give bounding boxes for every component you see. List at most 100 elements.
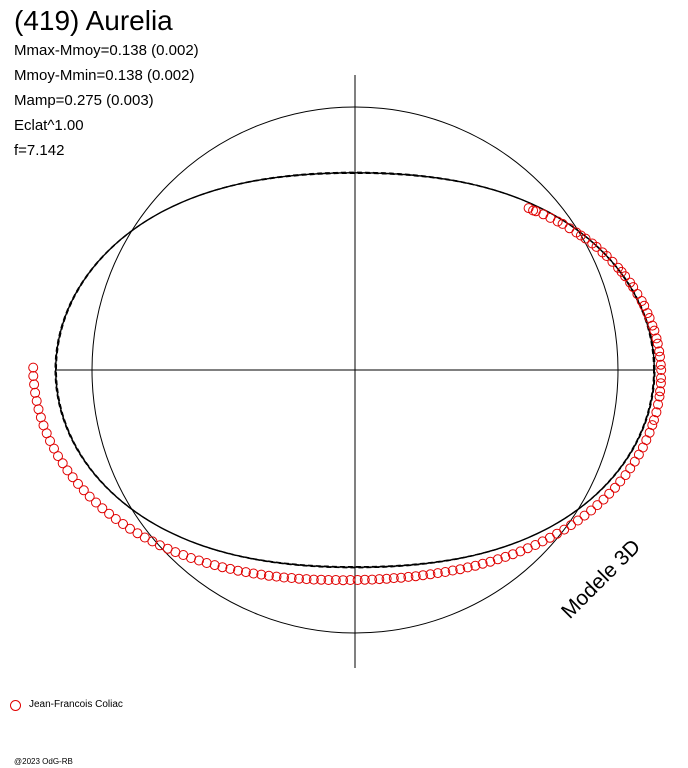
data-point-0-123 xyxy=(78,485,89,496)
data-point-0-97 xyxy=(271,571,282,582)
data-point-0-15 xyxy=(607,256,618,267)
data-point-0-84 xyxy=(367,574,378,585)
data-point-0-92 xyxy=(308,574,319,585)
data-point-0-80 xyxy=(396,572,407,583)
data-point-0-77 xyxy=(418,570,428,581)
data-point-0-115 xyxy=(132,528,143,539)
data-point-0-93 xyxy=(301,574,312,585)
data-point-0-25 xyxy=(644,313,655,323)
data-point-0-79 xyxy=(403,571,414,582)
data-point-0-119 xyxy=(104,508,115,519)
data-point-0-100 xyxy=(248,568,259,579)
data-point-0-105 xyxy=(209,560,220,571)
data-point-0-49 xyxy=(615,476,626,487)
data-point-0-75 xyxy=(432,568,443,579)
data-point-0-28 xyxy=(651,333,662,344)
data-point-0-66 xyxy=(500,551,511,562)
data-point-0-82 xyxy=(381,573,392,584)
data-point-0-135 xyxy=(31,396,42,406)
param-mmoy-mmin: Mmoy-Mmin=0.138 (0.002) xyxy=(14,67,195,84)
data-point-0-81 xyxy=(388,573,399,584)
data-point-0-50 xyxy=(610,482,620,493)
data-point-0-118 xyxy=(110,514,121,524)
data-point-0-83 xyxy=(374,574,385,585)
data-point-0-86 xyxy=(352,575,363,585)
data-point-0-137 xyxy=(29,379,40,390)
data-point-0-10 xyxy=(580,233,591,244)
data-point-0-139 xyxy=(28,362,39,373)
data-point-0-67 xyxy=(492,554,503,565)
model-curve-2 xyxy=(56,171,654,569)
data-point-0-14 xyxy=(601,251,612,261)
model-curve-1 xyxy=(54,173,656,567)
param-mmax-mmoy: Mmax-Mmoy=0.138 (0.002) xyxy=(14,42,199,59)
param-mamp: Mamp=0.275 (0.003) xyxy=(14,92,154,109)
data-point-0-30 xyxy=(654,346,665,357)
data-point-0-99 xyxy=(256,569,267,580)
data-point-0-124 xyxy=(73,478,83,489)
data-point-0-45 xyxy=(633,449,644,460)
data-point-0-89 xyxy=(330,575,341,585)
data-point-0-54 xyxy=(586,505,597,516)
param-frequency: f=7.142 xyxy=(14,142,65,159)
data-point-0-101 xyxy=(240,567,251,578)
data-point-0-122 xyxy=(84,491,95,502)
data-point-0-39 xyxy=(651,407,662,418)
data-point-0-3 xyxy=(538,209,549,220)
data-point-0-85 xyxy=(359,574,370,585)
data-point-0-94 xyxy=(294,573,304,584)
data-point-0-106 xyxy=(201,558,212,568)
data-point-0-87 xyxy=(345,575,356,585)
data-point-0-29 xyxy=(652,338,663,349)
data-point-0-91 xyxy=(316,574,327,585)
data-point-0-117 xyxy=(118,519,128,529)
legend-marker-icon xyxy=(10,699,21,711)
data-point-0-47 xyxy=(625,463,636,474)
data-point-0-55 xyxy=(579,510,590,521)
data-point-0-71 xyxy=(462,562,473,573)
data-point-0-104 xyxy=(217,562,228,573)
data-point-0-125 xyxy=(67,472,78,483)
data-point-0-38 xyxy=(653,399,663,410)
data-point-0-64 xyxy=(515,546,526,557)
data-point-0-98 xyxy=(263,570,274,581)
data-point-0-73 xyxy=(447,565,458,576)
data-point-0-68 xyxy=(485,556,496,567)
data-point-0-95 xyxy=(286,573,297,583)
data-point-0-46 xyxy=(629,456,640,467)
data-point-0-5 xyxy=(552,216,563,227)
data-point-0-134 xyxy=(33,404,44,415)
data-point-0-12 xyxy=(591,241,602,252)
data-point-0-136 xyxy=(30,387,41,398)
data-point-0-138 xyxy=(28,371,39,381)
data-point-0-76 xyxy=(425,569,436,580)
data-point-0-96 xyxy=(279,572,289,583)
data-point-0-90 xyxy=(323,575,334,585)
data-point-0-70 xyxy=(470,560,481,571)
data-point-0-37 xyxy=(654,391,665,402)
data-point-0-56 xyxy=(572,515,583,526)
data-point-0-35 xyxy=(655,378,666,389)
data-point-0-41 xyxy=(647,420,658,431)
data-point-0-53 xyxy=(592,500,603,511)
data-point-0-88 xyxy=(338,575,349,586)
data-point-0-78 xyxy=(410,571,421,582)
data-point-0-121 xyxy=(91,497,101,508)
data-point-0-27 xyxy=(649,325,660,336)
data-point-0-69 xyxy=(477,558,488,569)
data-point-0-24 xyxy=(642,308,653,319)
chart-title: (419) Aurelia xyxy=(14,5,173,36)
data-point-0-48 xyxy=(620,470,631,481)
reference-circle xyxy=(91,106,619,634)
copyright: @2023 OdG-RB xyxy=(14,757,73,766)
data-point-0-36 xyxy=(655,386,666,397)
data-point-0-33 xyxy=(656,365,667,375)
data-point-0-18 xyxy=(620,271,631,282)
data-point-0-74 xyxy=(440,567,451,577)
data-point-0-65 xyxy=(507,549,518,560)
data-point-0-57 xyxy=(566,520,576,531)
data-point-0-127 xyxy=(57,458,68,469)
data-point-0-26 xyxy=(647,320,658,331)
data-point-0-72 xyxy=(455,564,466,575)
